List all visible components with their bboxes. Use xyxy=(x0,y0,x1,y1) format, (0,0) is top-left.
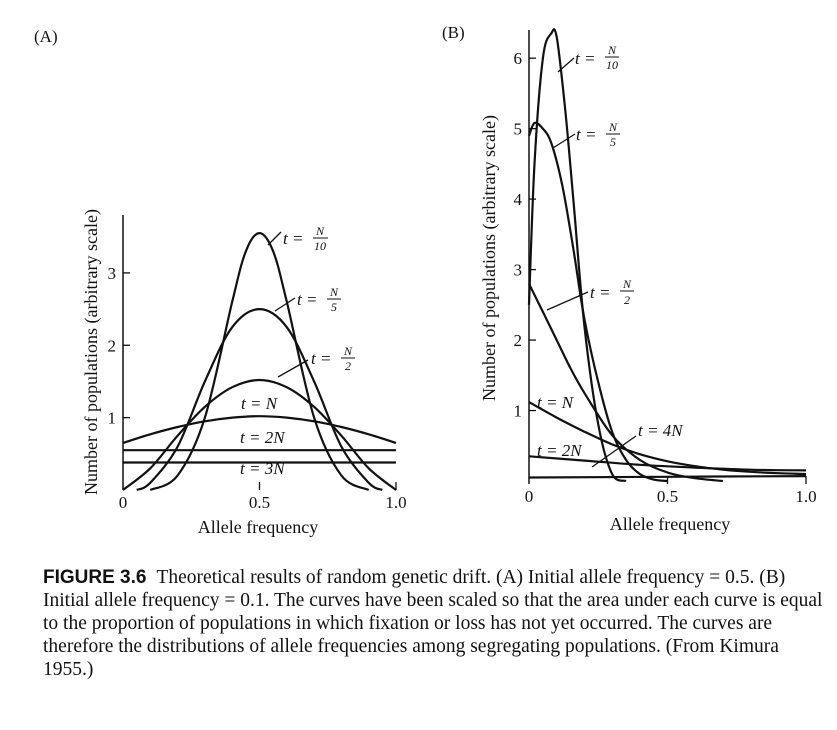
panel-b-curves xyxy=(527,28,807,483)
y-tick-label: 1 xyxy=(514,402,523,421)
label-a-n2-leader xyxy=(277,359,309,378)
svg-text:t =: t = xyxy=(575,49,595,68)
series-line xyxy=(122,415,397,445)
panel-b-label: (B) xyxy=(442,23,465,42)
panel-b-x-ticks: 0 0.5 1.0 xyxy=(525,476,817,506)
panel-a-y-title: Number of populations (arbitrary scale) xyxy=(81,209,102,495)
series-line xyxy=(527,121,668,483)
x-tick-label: 0 xyxy=(525,487,534,506)
panel-b: (B) 1 2 3 4 5 6 0 0.5 1.0 Number of populations… xyxy=(442,23,817,534)
x-tick-label: 1.0 xyxy=(385,493,406,512)
y-tick-label: 6 xyxy=(514,49,523,68)
svg-text:10: 10 xyxy=(314,239,326,253)
panel-a-curves xyxy=(122,231,397,492)
svg-text:t =: t = xyxy=(311,349,331,368)
x-tick-label: 1.0 xyxy=(795,487,816,506)
caption-text: Theoretical results of random genetic dr… xyxy=(43,567,823,680)
label-a-n10-leader xyxy=(267,231,282,246)
panel-a-x-title: Allele frequency xyxy=(198,517,318,537)
svg-text:2: 2 xyxy=(345,359,351,373)
panel-b-y-ticks: 1 2 3 4 5 6 xyxy=(514,49,536,421)
y-tick-label: 5 xyxy=(514,120,523,139)
figure-number: FIGURE 3.6 xyxy=(43,567,147,588)
svg-text:N: N xyxy=(608,120,618,134)
label-a-n: t = N xyxy=(241,394,279,413)
label-a-n2: t = N 2 xyxy=(311,344,355,373)
series-line xyxy=(136,307,383,492)
label-a-2n: t = 2N xyxy=(240,428,286,447)
svg-text:5: 5 xyxy=(331,300,337,314)
label-b-n10: t = N 10 xyxy=(575,43,619,72)
svg-text:t =: t = xyxy=(297,290,317,309)
svg-text:N: N xyxy=(315,224,325,238)
series-line xyxy=(528,455,807,472)
series-line xyxy=(149,231,370,492)
label-b-n5-leader xyxy=(552,133,576,149)
x-tick-label: 0.5 xyxy=(249,493,270,512)
series-line xyxy=(527,28,627,483)
label-b-4n: t = 4N xyxy=(638,421,684,440)
label-b-2n: t = 2N xyxy=(537,441,583,460)
svg-text:5: 5 xyxy=(610,135,616,149)
series-line xyxy=(528,401,807,476)
svg-text:N: N xyxy=(607,43,617,57)
svg-text:N: N xyxy=(622,277,632,291)
label-b-4n-leader xyxy=(591,435,637,468)
y-tick-label: 3 xyxy=(108,264,117,283)
series-line xyxy=(528,475,807,479)
svg-text:t =: t = xyxy=(283,229,303,248)
y-tick-label: 1 xyxy=(108,409,117,428)
svg-text:N: N xyxy=(329,285,339,299)
svg-text:t =: t = xyxy=(590,283,610,302)
label-a-3n: t = 3N xyxy=(240,459,286,478)
panel-a-x-ticks: 0 0.5 1.0 xyxy=(119,482,407,512)
panel-b-y-title: Number of populations (arbitrary scale) xyxy=(479,115,500,401)
label-a-n5: t = N 5 xyxy=(297,285,341,314)
figure: (A) 1 2 3 0 0.5 1.0 Number of populations (a… xyxy=(34,23,817,537)
svg-text:t =: t = xyxy=(576,125,596,144)
label-b-n10-leader xyxy=(557,57,575,73)
x-tick-label: 0.5 xyxy=(657,487,678,506)
figure-caption: FIGURE 3.6 Theoretical results of random … xyxy=(43,566,823,681)
y-tick-label: 4 xyxy=(514,190,523,209)
label-b-n5: t = N 5 xyxy=(576,120,620,149)
panel-b-x-title: Allele frequency xyxy=(610,514,730,534)
label-a-n5-leader xyxy=(274,297,296,312)
svg-text:N: N xyxy=(343,344,353,358)
x-tick-label: 0 xyxy=(119,493,128,512)
y-tick-label: 2 xyxy=(108,336,117,355)
svg-text:10: 10 xyxy=(606,58,618,72)
y-tick-label: 2 xyxy=(514,331,523,350)
panel-a-y-ticks: 1 2 3 xyxy=(108,264,130,428)
svg-text:2: 2 xyxy=(624,293,630,307)
label-b-n: t = N xyxy=(537,393,575,412)
panel-a-label: (A) xyxy=(34,27,58,46)
label-b-n2-leader xyxy=(546,291,589,311)
series-line xyxy=(122,378,397,491)
label-b-n2: t = N 2 xyxy=(590,277,634,307)
y-tick-label: 3 xyxy=(514,261,523,280)
label-a-n10: t = N 10 xyxy=(283,224,328,253)
panel-a: (A) 1 2 3 0 0.5 1.0 Number of populations (a… xyxy=(34,27,407,537)
